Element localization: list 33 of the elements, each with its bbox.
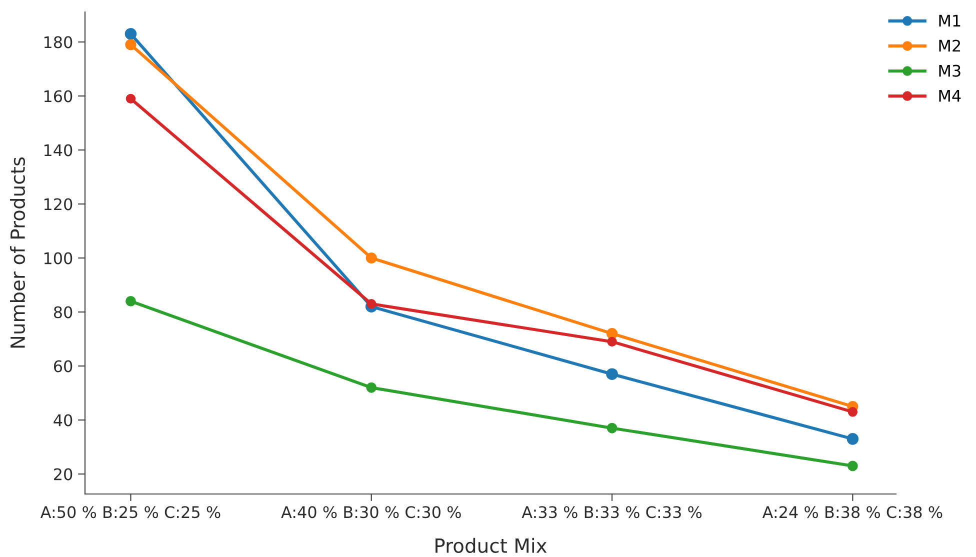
x-tick-label: A:33 % B:33 % C:33 % [522, 506, 702, 518]
point [607, 336, 617, 347]
point [847, 460, 858, 472]
y-tick-label: 120 [44, 198, 72, 210]
point [366, 252, 377, 264]
point [126, 94, 136, 104]
x-tick-label: A:50 % B:25 % C:25 % [40, 506, 220, 518]
legend-label: M4 [939, 90, 961, 102]
legend-label: M2 [939, 40, 960, 52]
point [606, 368, 618, 380]
point [848, 407, 858, 417]
y-tick-label: 100 [44, 252, 72, 264]
y-axis-title: Number of Products [10, 157, 26, 348]
legend-label: M3 [939, 64, 960, 77]
point [126, 296, 136, 306]
y-tick-label: 20 [54, 468, 72, 480]
point [606, 422, 618, 434]
legend-label: M1 [939, 14, 960, 27]
y-tick-label: 160 [44, 90, 72, 102]
point [366, 382, 377, 393]
x-axis-title: Product Mix [436, 538, 547, 553]
y-tick-label: 180 [44, 36, 72, 48]
x-tick-label: A:40 % B:30 % C:30 % [281, 506, 461, 518]
point [366, 299, 376, 309]
point [606, 328, 618, 340]
y-tick-label: 60 [54, 360, 72, 372]
y-tick-label: 80 [54, 306, 72, 318]
y-tick-label: 140 [44, 144, 72, 156]
point [124, 28, 137, 40]
point [125, 39, 136, 50]
y-tick-label: 40 [54, 414, 72, 426]
point [846, 433, 859, 445]
x-tick-label: A:24 % B:38 % C:38 % [762, 506, 942, 518]
